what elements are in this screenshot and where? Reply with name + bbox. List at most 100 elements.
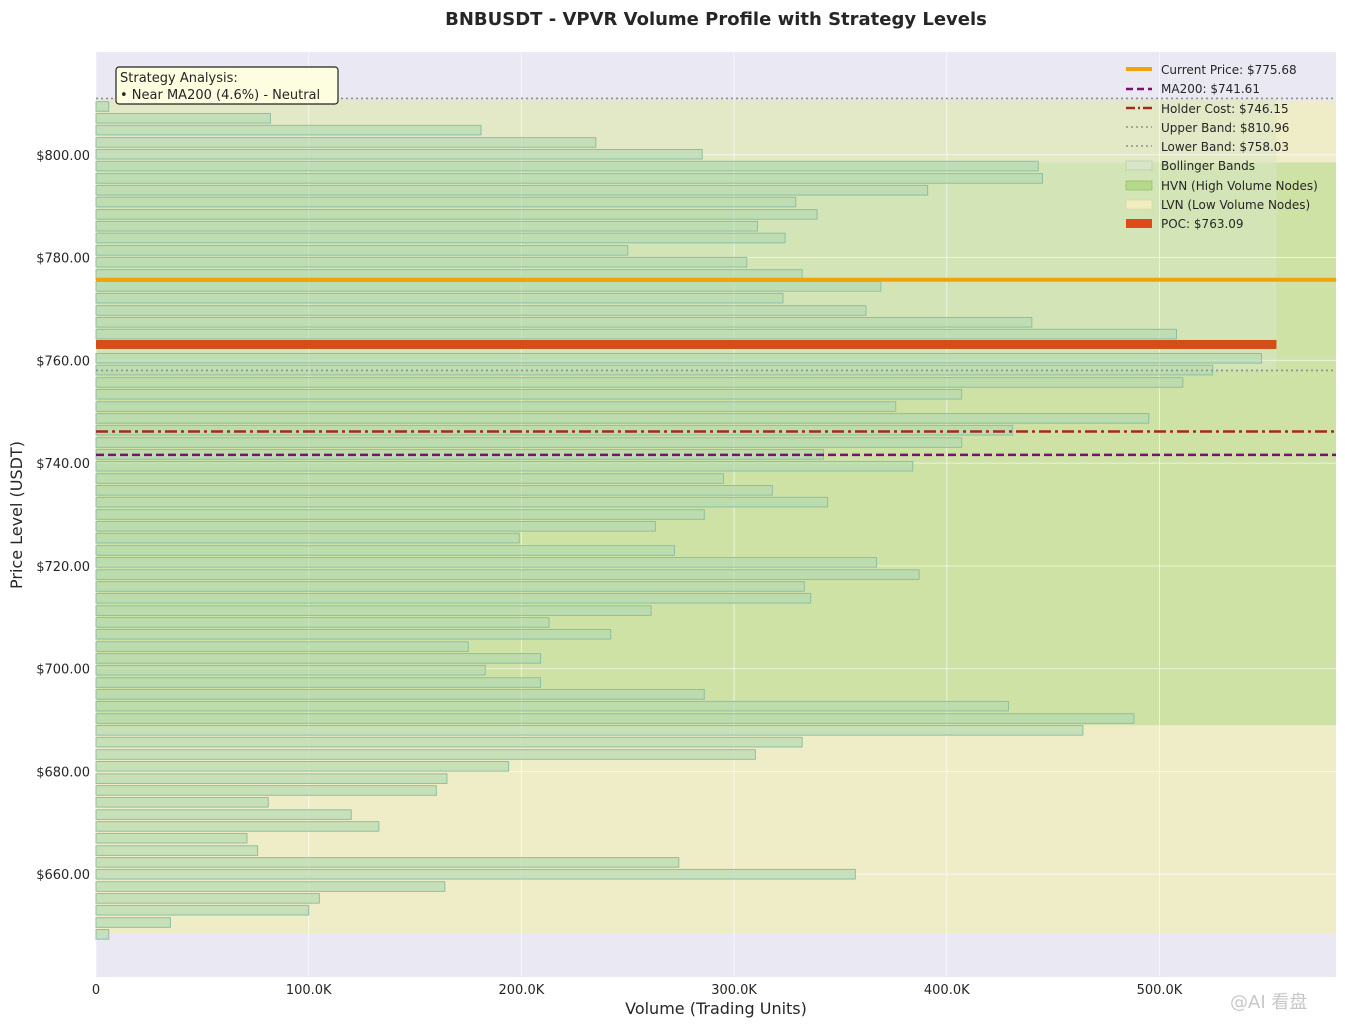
y-tick-label-1: $680.00: [36, 765, 90, 780]
volume-bar: [95, 605, 652, 616]
volume-bar: [95, 893, 320, 904]
legend-swatch-hvn: [1125, 180, 1153, 191]
legend-label-ma200: MA200: $741.61: [1161, 82, 1260, 96]
legend-swatch-lvn: [1125, 199, 1153, 210]
volume-bar: [95, 496, 829, 508]
volume-bar: [95, 569, 920, 580]
volume-bar: [95, 388, 963, 400]
volume-bar: [95, 857, 680, 868]
x-tick-label-5: 500.0K: [1137, 983, 1183, 998]
volume-bar: [95, 460, 914, 472]
legend-item-current-price: Current Price: $775.68: [1126, 63, 1297, 77]
volume-bar: [95, 556, 878, 568]
legend-item-lower-band: Lower Band: $758.03: [1126, 140, 1289, 154]
volume-bar: [95, 868, 856, 880]
volume-bar: [95, 509, 705, 520]
volume-bar: [95, 137, 597, 148]
volume-bar: [95, 796, 269, 808]
volume-bar: [95, 196, 797, 208]
volume-bar: [95, 220, 758, 232]
legend-label-holder-cost: Holder Cost: $746.15: [1161, 102, 1289, 116]
volume-bar: [95, 821, 380, 832]
volume-bar: [95, 424, 1014, 436]
legend-label-lower-band: Lower Band: $758.03: [1161, 140, 1289, 154]
legend-item-holder-cost: Holder Cost: $746.15: [1126, 102, 1289, 116]
chart-title: BNBUSDT - VPVR Volume Profile with Strat…: [445, 9, 987, 30]
legend-item-hvn: HVN (High Volume Nodes): [1125, 179, 1318, 193]
volume-bar: [95, 112, 271, 124]
y-tick-label-5: $760.00: [36, 354, 90, 369]
volume-bar: [95, 413, 1150, 424]
legend-item-ma200: MA200: $741.61: [1126, 82, 1260, 96]
legend-item-upper-band: Upper Band: $810.96: [1126, 121, 1289, 135]
y-tick-label-0: $660.00: [36, 868, 90, 883]
volume-bar: [95, 592, 812, 604]
legend-item-poc: POC: $763.09: [1126, 217, 1244, 231]
y-axis-ticks: $660.00 $680.00 $700.00 $720.00 $740.00 $760.…: [36, 149, 90, 883]
y-tick-label-2: $700.00: [36, 663, 90, 678]
volume-bar: [95, 749, 756, 760]
y-tick-label-4: $740.00: [36, 457, 90, 472]
volume-bar: [95, 124, 482, 136]
volume-bar: [95, 641, 469, 652]
volume-bar: [95, 736, 803, 748]
volume-bar: [95, 305, 867, 316]
legend-label-poc: POC: $763.09: [1161, 217, 1244, 231]
volume-bar: [95, 316, 1033, 328]
legend-label-bollinger: Bollinger Bands: [1161, 159, 1255, 173]
legend-swatch-bollinger: [1125, 160, 1153, 171]
volume-bar: [95, 521, 656, 532]
y-tick-label-7: $800.00: [36, 149, 90, 164]
volume-bar: [95, 473, 724, 484]
volume-bar: [95, 328, 1177, 340]
annotation-box: [115, 66, 339, 105]
x-axis-label: Volume (Trading Units): [625, 999, 807, 1018]
x-tick-label-0: 0: [92, 983, 100, 998]
x-tick-label-1: 100.0K: [286, 983, 332, 998]
volume-bar: [95, 401, 897, 412]
volume-bar: [95, 581, 805, 592]
legend-label-upper-band: Upper Band: $810.96: [1161, 121, 1289, 135]
volume-bar: [95, 760, 510, 772]
volume-bar: [95, 545, 676, 556]
volume-bar: [95, 773, 448, 784]
annotation-line-2: • Near MA200 (4.6%) - Neutral: [120, 88, 320, 103]
volume-bar: [95, 281, 882, 292]
volume-bar: [95, 617, 550, 628]
volume-bar: [95, 256, 748, 268]
volume-bar: [95, 292, 784, 304]
volume-bar: [95, 700, 1009, 712]
volume-bar: [95, 377, 1184, 388]
poc-bar: [96, 339, 1277, 349]
volume-bar: [95, 929, 110, 940]
legend-swatch-poc: [1126, 219, 1152, 228]
volume-bar: [95, 437, 963, 448]
volume-bar: [95, 785, 437, 796]
volume-bar: [95, 664, 486, 676]
volume-bar: [95, 184, 929, 196]
legend-label-current-price: Current Price: $775.68: [1161, 63, 1297, 77]
legend-item-bollinger: Bollinger Bands: [1125, 159, 1255, 173]
volume-bar: [95, 485, 773, 496]
volume-bar: [95, 232, 786, 244]
volume-bar: [95, 725, 1084, 736]
x-tick-label-2: 200.0K: [499, 983, 545, 998]
volume-bar: [95, 689, 705, 700]
volume-bar: [95, 713, 1135, 724]
volume-bar: [95, 364, 1214, 376]
legend: Current Price: $775.68 MA200: $741.61 Ho…: [1125, 63, 1318, 231]
volume-bar: [95, 628, 612, 640]
bars-layer: [95, 101, 1277, 940]
x-tick-label-3: 300.0K: [711, 983, 757, 998]
y-axis-label: Price Level (USDT): [7, 441, 26, 589]
y-tick-label-3: $720.00: [36, 560, 90, 575]
legend-item-lvn: LVN (Low Volume Nodes): [1125, 198, 1310, 212]
volume-bar: [95, 352, 1263, 364]
x-axis-ticks: 0 100.0K 200.0K 300.0K 400.0K 500.0K: [92, 983, 1183, 998]
legend-label-hvn: HVN (High Volume Nodes): [1161, 179, 1318, 193]
annotation-line-1: Strategy Analysis:: [120, 71, 238, 86]
x-tick-label-4: 400.0K: [924, 983, 970, 998]
volume-bar: [95, 209, 818, 220]
volume-bar: [95, 173, 1043, 184]
